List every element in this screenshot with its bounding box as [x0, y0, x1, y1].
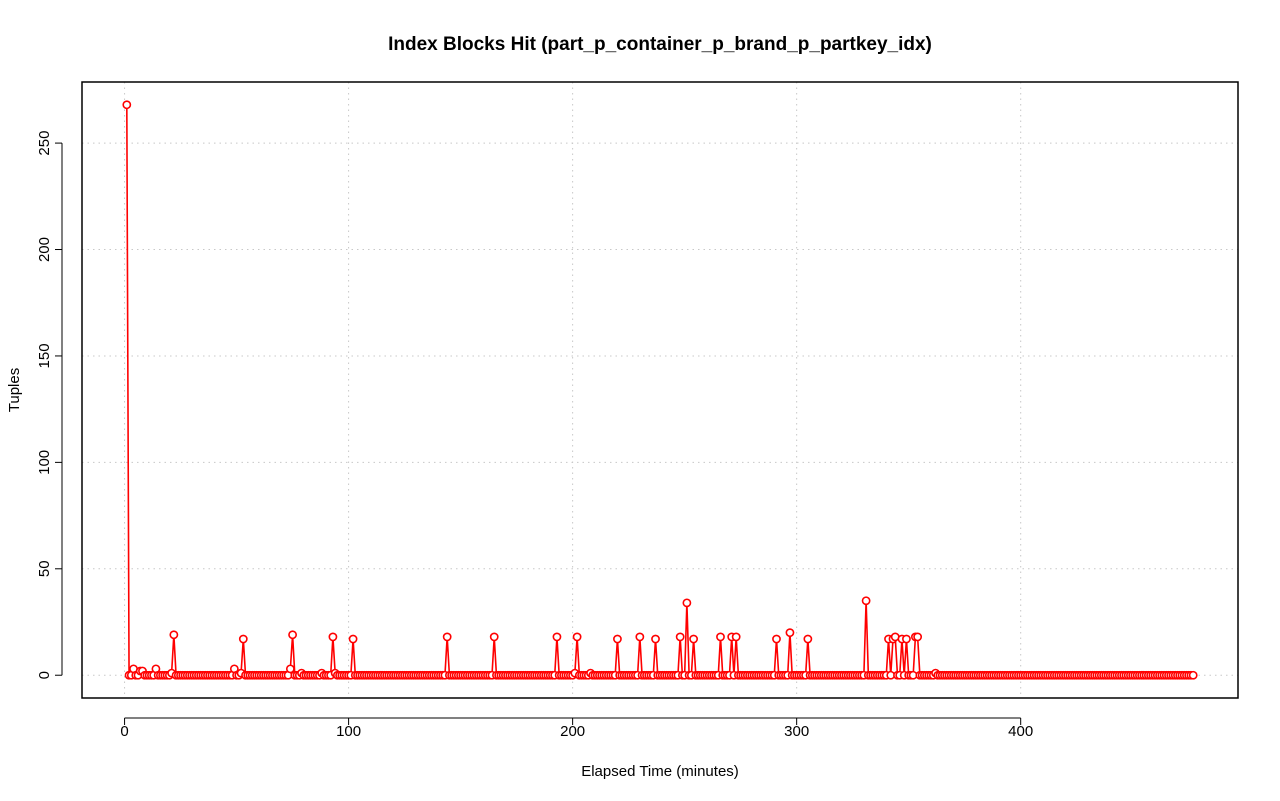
data-point — [1188, 670, 1198, 680]
chart-title: Index Blocks Hit (part_p_container_p_bra… — [388, 34, 932, 55]
data-point — [169, 630, 179, 640]
y-tick-label: 150 — [36, 343, 53, 368]
y-axis: 0 50 100 150 200 250 — [36, 131, 63, 679]
grid-lines — [82, 82, 1238, 698]
data-point — [772, 634, 781, 644]
data-point — [288, 630, 297, 640]
y-axis-label: Tuples — [6, 368, 23, 412]
y-tick-label: 50 — [36, 560, 53, 577]
plot-frame — [81, 81, 1239, 699]
data-point — [572, 632, 582, 642]
data-point — [803, 634, 813, 644]
series-line — [126, 104, 1194, 677]
y-tick-label: 100 — [36, 450, 53, 475]
data-point — [122, 100, 132, 110]
x-tick-label: 100 — [336, 723, 361, 740]
data-point — [613, 634, 622, 644]
data-point — [682, 598, 692, 608]
x-tick-label: 0 — [120, 723, 128, 740]
y-tick-label: 0 — [36, 671, 53, 679]
data-point — [442, 632, 452, 642]
x-tick-label: 300 — [784, 723, 809, 740]
data-point — [689, 634, 699, 644]
data-point — [731, 632, 741, 642]
x-tick-label: 400 — [1008, 723, 1033, 740]
y-tick-label: 250 — [36, 131, 53, 156]
data-point — [635, 632, 645, 642]
series-path — [126, 104, 1194, 677]
series-markers — [122, 100, 1198, 680]
x-axis: 0 100 200 300 400 — [120, 717, 1033, 740]
data-point — [285, 664, 295, 674]
data-point — [651, 634, 660, 644]
data-point — [348, 634, 358, 644]
x-axis-label: Elapsed Time (minutes) — [581, 763, 739, 780]
data-point — [902, 634, 911, 644]
data-point — [489, 632, 499, 642]
data-point — [785, 628, 795, 638]
data-point — [328, 632, 338, 642]
x-tick-label: 200 — [560, 723, 585, 740]
data-point — [861, 596, 871, 606]
data-point — [552, 632, 562, 642]
data-point — [913, 632, 923, 642]
data-point — [238, 634, 248, 644]
data-point — [716, 632, 725, 642]
data-point — [675, 632, 685, 642]
y-tick-label: 200 — [36, 237, 53, 262]
